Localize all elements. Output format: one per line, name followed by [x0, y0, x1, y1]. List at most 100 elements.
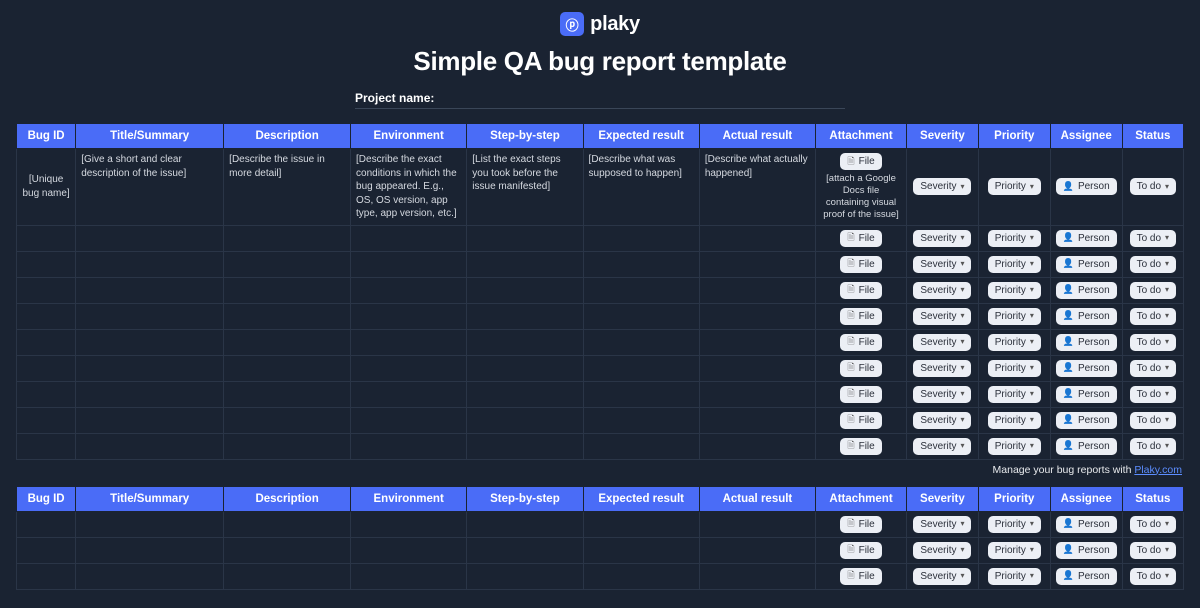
cell-bugid[interactable]	[17, 407, 76, 433]
cell-environment[interactable]	[351, 563, 467, 589]
file-pill[interactable]: 🗎File	[840, 568, 881, 585]
person-pill[interactable]: 👤Person	[1056, 516, 1117, 533]
priority-pill[interactable]: Priority▾	[988, 516, 1041, 533]
cell-description[interactable]	[224, 329, 351, 355]
cell-bugid[interactable]	[17, 329, 76, 355]
cell-description[interactable]	[224, 355, 351, 381]
cell-description[interactable]	[224, 511, 351, 537]
file-pill[interactable]: 🗎File	[840, 308, 881, 325]
cell-bugid[interactable]	[17, 381, 76, 407]
cell-description[interactable]	[224, 251, 351, 277]
severity-pill[interactable]: Severity▾	[913, 542, 971, 559]
cell-environment[interactable]	[351, 225, 467, 251]
file-pill[interactable]: 🗎File	[840, 282, 881, 299]
person-pill[interactable]: 👤Person	[1056, 360, 1117, 377]
cell-expected[interactable]	[583, 329, 699, 355]
file-pill[interactable]: 🗎File	[840, 153, 881, 170]
severity-pill[interactable]: Severity▾	[913, 438, 971, 455]
cell-environment[interactable]	[351, 381, 467, 407]
cell-title[interactable]	[76, 277, 224, 303]
cell-expected[interactable]	[583, 381, 699, 407]
priority-pill[interactable]: Priority▾	[988, 542, 1041, 559]
cell-steps[interactable]	[467, 563, 583, 589]
cell-bugid[interactable]	[17, 303, 76, 329]
file-pill[interactable]: 🗎File	[840, 256, 881, 273]
cell-title[interactable]	[76, 563, 224, 589]
cell-environment[interactable]	[351, 407, 467, 433]
cell-steps[interactable]	[467, 277, 583, 303]
cell-actual[interactable]: [Describe what actually happened]	[699, 149, 815, 226]
cell-actual[interactable]	[699, 225, 815, 251]
status-pill[interactable]: To do▾	[1130, 178, 1176, 195]
cell-description[interactable]	[224, 407, 351, 433]
cell-title[interactable]	[76, 511, 224, 537]
cell-expected[interactable]	[583, 407, 699, 433]
person-pill[interactable]: 👤Person	[1056, 256, 1117, 273]
project-name-field[interactable]: Project name:	[355, 91, 845, 109]
cell-bugid[interactable]: [Unique bug name]	[17, 149, 76, 226]
cell-environment[interactable]	[351, 251, 467, 277]
status-pill[interactable]: To do▾	[1130, 230, 1176, 247]
severity-pill[interactable]: Severity▾	[913, 334, 971, 351]
cell-bugid[interactable]	[17, 225, 76, 251]
priority-pill[interactable]: Priority▾	[988, 334, 1041, 351]
person-pill[interactable]: 👤Person	[1056, 178, 1117, 195]
cell-title[interactable]	[76, 407, 224, 433]
cell-actual[interactable]	[699, 355, 815, 381]
cell-steps[interactable]	[467, 355, 583, 381]
cell-title[interactable]	[76, 381, 224, 407]
cell-expected[interactable]	[583, 433, 699, 459]
priority-pill[interactable]: Priority▾	[988, 230, 1041, 247]
cell-expected[interactable]	[583, 511, 699, 537]
severity-pill[interactable]: Severity▾	[913, 360, 971, 377]
cell-expected[interactable]	[583, 537, 699, 563]
cell-description[interactable]	[224, 537, 351, 563]
priority-pill[interactable]: Priority▾	[988, 178, 1041, 195]
severity-pill[interactable]: Severity▾	[913, 412, 971, 429]
cell-environment[interactable]	[351, 355, 467, 381]
cell-bugid[interactable]	[17, 537, 76, 563]
file-pill[interactable]: 🗎File	[840, 360, 881, 377]
cell-environment[interactable]: [Describe the exact conditions in which …	[351, 149, 467, 226]
priority-pill[interactable]: Priority▾	[988, 360, 1041, 377]
priority-pill[interactable]: Priority▾	[988, 386, 1041, 403]
cell-actual[interactable]	[699, 381, 815, 407]
cell-expected[interactable]	[583, 355, 699, 381]
cell-description[interactable]	[224, 225, 351, 251]
cell-title[interactable]	[76, 329, 224, 355]
status-pill[interactable]: To do▾	[1130, 360, 1176, 377]
person-pill[interactable]: 👤Person	[1056, 412, 1117, 429]
person-pill[interactable]: 👤Person	[1056, 568, 1117, 585]
cell-title[interactable]	[76, 537, 224, 563]
cell-description[interactable]: [Describe the issue in more detail]	[224, 149, 351, 226]
person-pill[interactable]: 👤Person	[1056, 386, 1117, 403]
status-pill[interactable]: To do▾	[1130, 542, 1176, 559]
cell-actual[interactable]	[699, 277, 815, 303]
cell-title[interactable]	[76, 433, 224, 459]
person-pill[interactable]: 👤Person	[1056, 230, 1117, 247]
priority-pill[interactable]: Priority▾	[988, 308, 1041, 325]
cell-title[interactable]: [Give a short and clear description of t…	[76, 149, 224, 226]
cell-description[interactable]	[224, 277, 351, 303]
cell-steps[interactable]	[467, 407, 583, 433]
status-pill[interactable]: To do▾	[1130, 386, 1176, 403]
cell-title[interactable]	[76, 355, 224, 381]
cell-environment[interactable]	[351, 511, 467, 537]
file-pill[interactable]: 🗎File	[840, 412, 881, 429]
cell-actual[interactable]	[699, 329, 815, 355]
cell-actual[interactable]	[699, 251, 815, 277]
cell-description[interactable]	[224, 433, 351, 459]
cell-expected[interactable]: [Describe what was supposed to happen]	[583, 149, 699, 226]
cell-bugid[interactable]	[17, 433, 76, 459]
cell-actual[interactable]	[699, 511, 815, 537]
cell-environment[interactable]	[351, 303, 467, 329]
cell-steps[interactable]	[467, 511, 583, 537]
cell-environment[interactable]	[351, 277, 467, 303]
cell-description[interactable]	[224, 563, 351, 589]
status-pill[interactable]: To do▾	[1130, 256, 1176, 273]
cell-bugid[interactable]	[17, 563, 76, 589]
person-pill[interactable]: 👤Person	[1056, 438, 1117, 455]
cell-expected[interactable]	[583, 225, 699, 251]
status-pill[interactable]: To do▾	[1130, 412, 1176, 429]
status-pill[interactable]: To do▾	[1130, 282, 1176, 299]
